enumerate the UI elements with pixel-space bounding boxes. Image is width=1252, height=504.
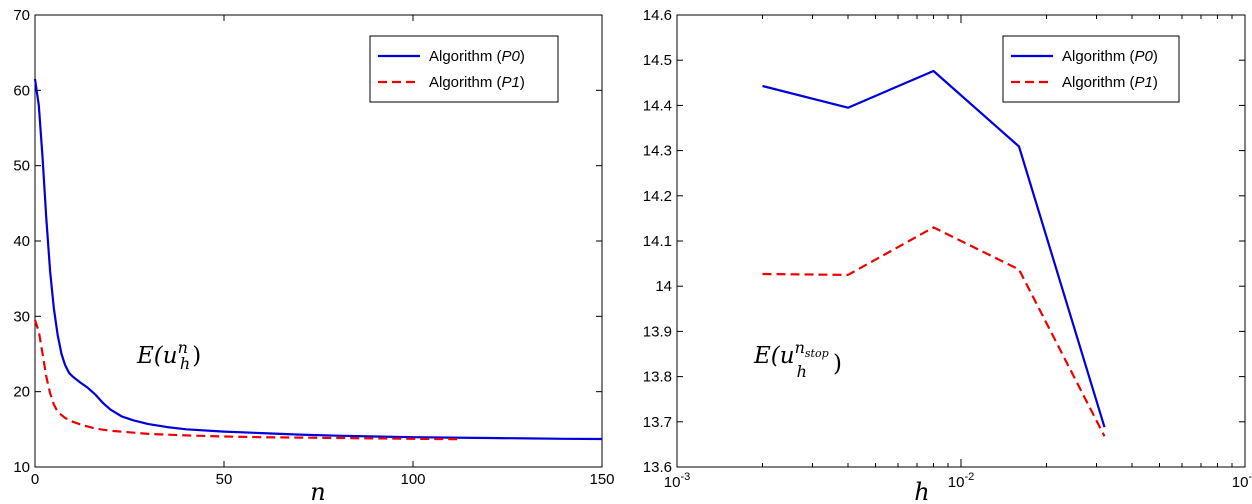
y-tick-label: 40 <box>13 233 30 250</box>
y-tick-label: 70 <box>13 7 30 24</box>
y-tick-label: 14.5 <box>643 52 672 69</box>
left-chart: 10 20 30 40 50 60 70 0 50 100 150 n E(un h) Algorithm … <box>13 7 614 504</box>
x-tick-label: 10-1 <box>1232 471 1252 491</box>
legend: Algorithm (P0) Algorithm (P1) <box>1002 35 1180 103</box>
legend-box <box>1002 35 1180 103</box>
legend: Algorithm (P0) Algorithm (P1) <box>369 35 559 103</box>
x-tick-label: 10-3 <box>664 471 690 491</box>
series-line-0 <box>33 78 603 441</box>
annotation-label: E(un h) <box>136 338 201 373</box>
y-tick-label: 30 <box>13 308 30 325</box>
y-tick-label: 10 <box>13 459 30 476</box>
y-tick-label: 13.7 <box>643 414 672 431</box>
x-tick-label: 100 <box>400 471 425 488</box>
legend-box <box>369 35 559 103</box>
x-tick-label: 50 <box>216 471 233 488</box>
x-tick-label: 10-2 <box>948 471 974 491</box>
y-tick-label: 14.1 <box>643 233 672 250</box>
series-line-0 <box>762 69 1106 428</box>
y-tick-label: 14.6 <box>643 7 672 24</box>
y-tick-label: 13.8 <box>643 369 672 386</box>
y-tick-label: 14.2 <box>643 188 672 205</box>
legend-label-1: Algorithm (P1) <box>1062 74 1158 91</box>
y-tick-label: 13.6 <box>643 459 672 476</box>
y-tick-label: 14.4 <box>643 97 672 114</box>
series-line-1 <box>33 319 459 441</box>
x-axis-label: h <box>914 478 929 504</box>
x-tick-label: 150 <box>589 471 614 488</box>
y-tick-label: 20 <box>13 384 30 401</box>
y-tick-label: 13.9 <box>643 323 672 340</box>
y-tick-label: 50 <box>13 158 30 175</box>
y-tick-label: 14.3 <box>643 143 672 160</box>
y-tick-label: 14 <box>655 278 672 295</box>
legend-label-0: Algorithm (P0) <box>429 48 525 65</box>
y-tick-label: 60 <box>13 82 30 99</box>
right-chart: 13.6 13.7 13.8 13.9 14 14.1 14.2 14.3 14.4 14.5 14… <box>643 7 1252 504</box>
annotation-label: E(unstop h) <box>753 338 842 381</box>
series-line-1 <box>762 226 1106 437</box>
x-axis-label: n <box>310 478 325 504</box>
legend-label-0: Algorithm (P0) <box>1062 48 1158 65</box>
x-tick-label: 0 <box>31 471 39 488</box>
legend-label-1: Algorithm (P1) <box>429 74 525 91</box>
